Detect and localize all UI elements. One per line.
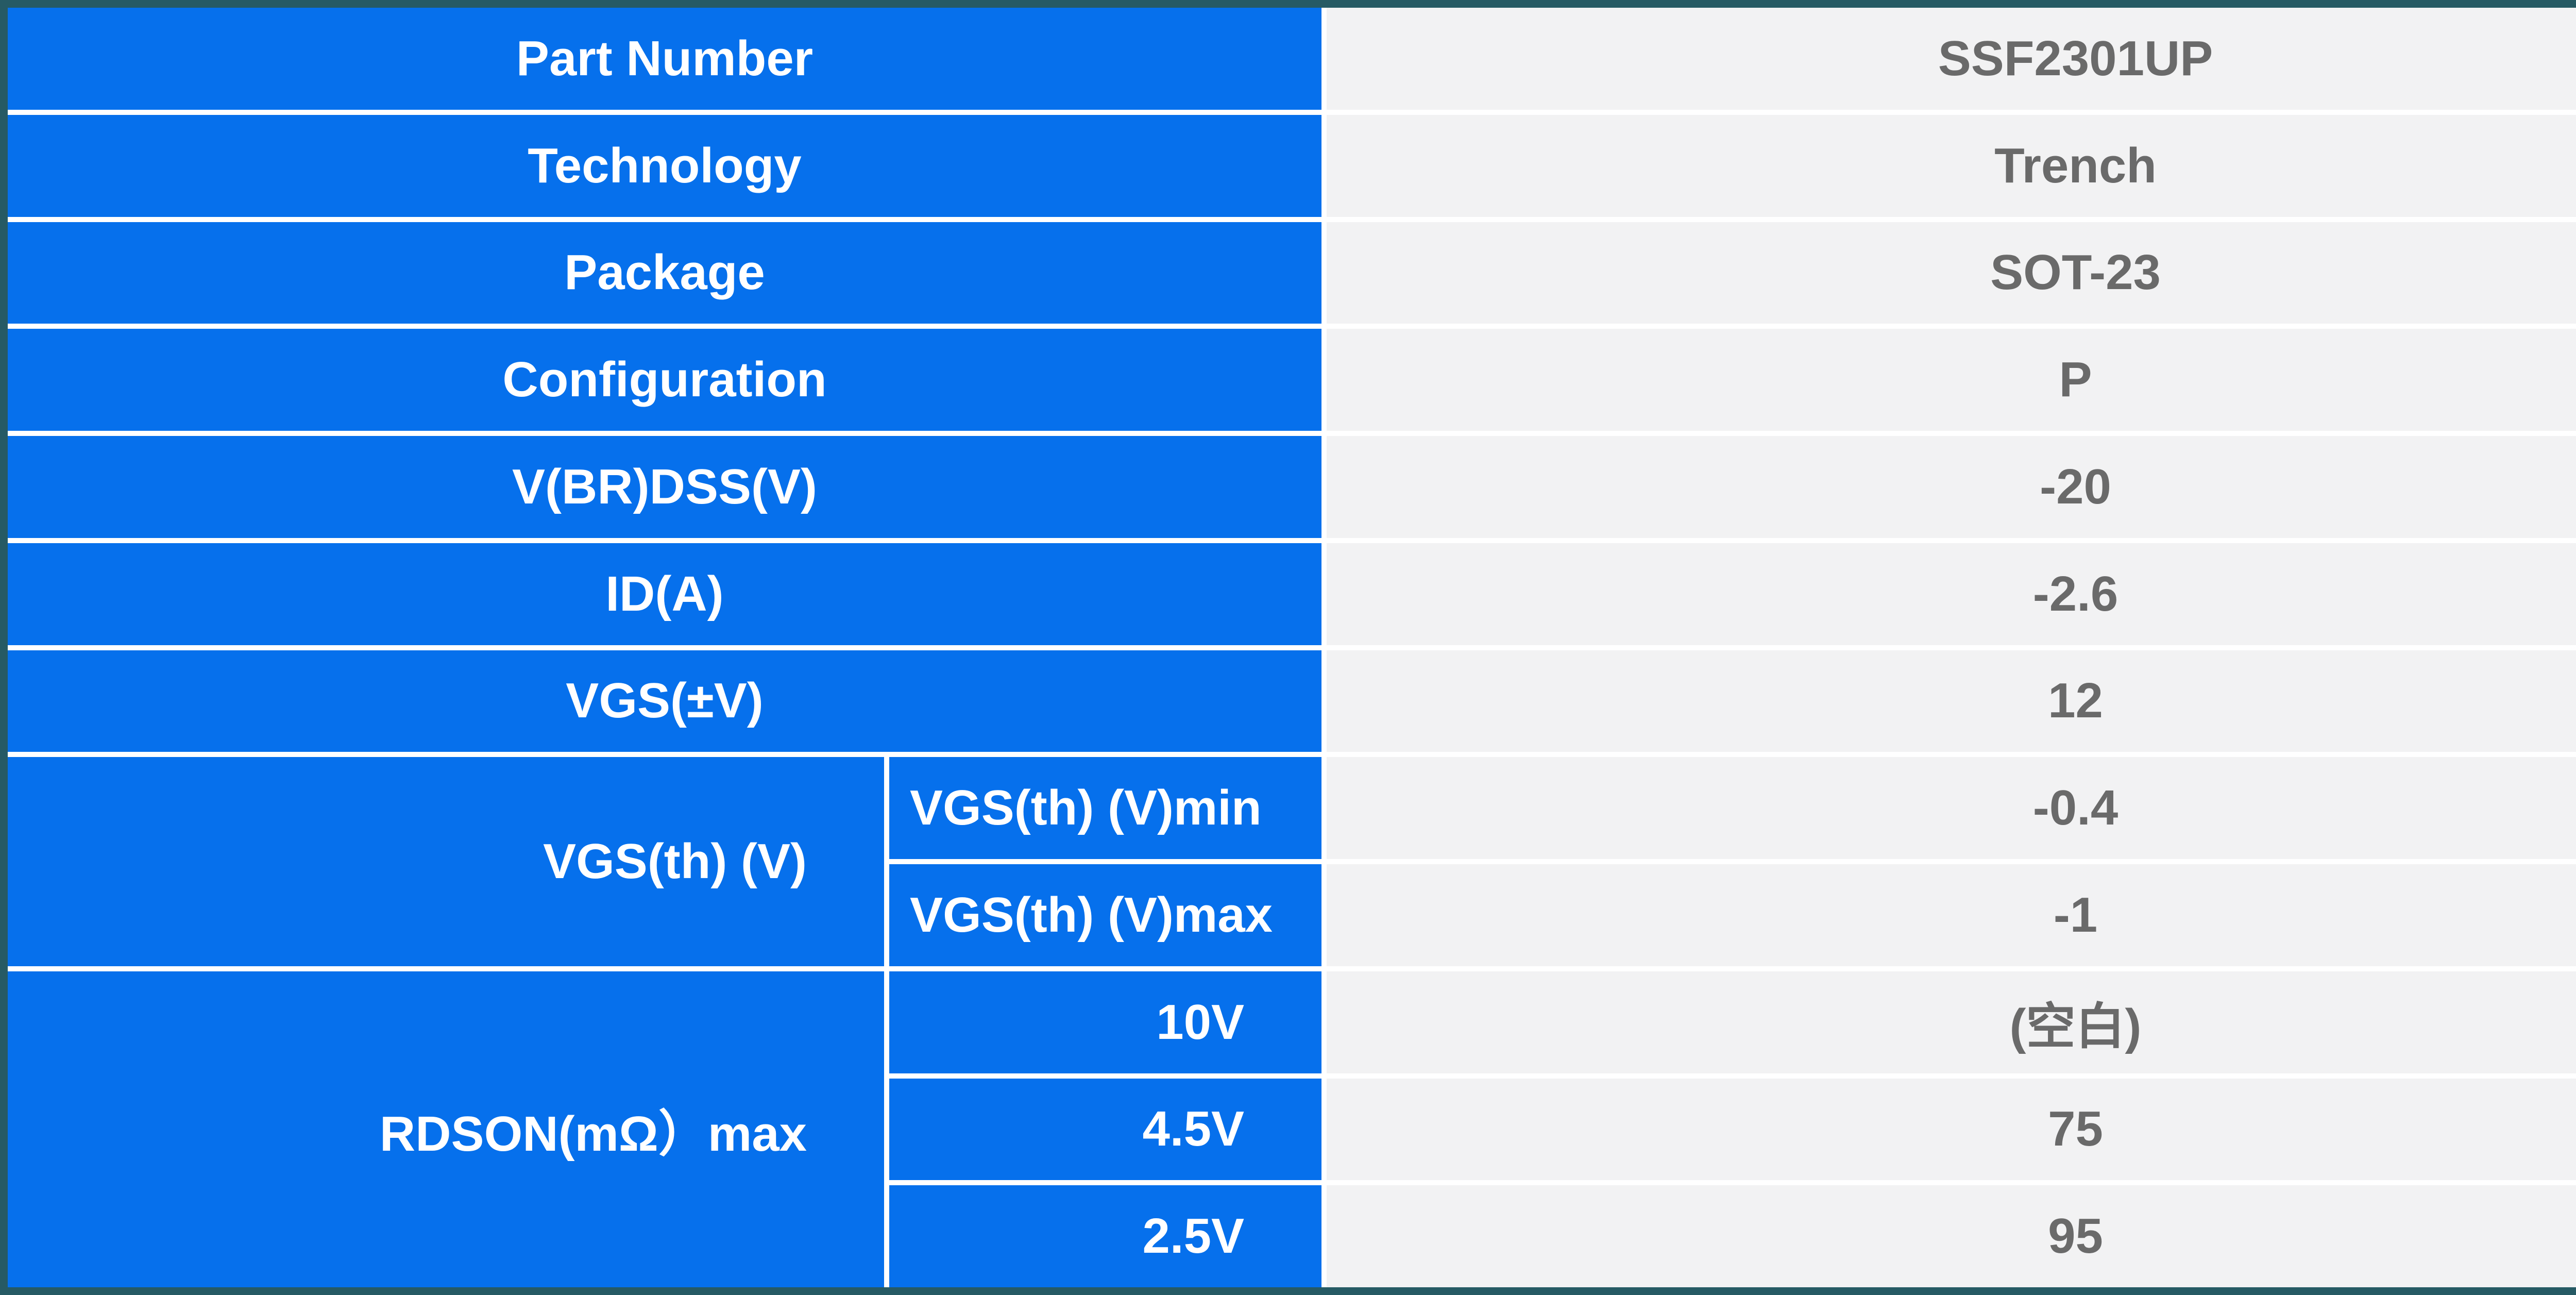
label-configuration: Configuration	[8, 329, 1321, 431]
value-rdson-2v5: 95	[1327, 1185, 2576, 1287]
value-configuration: P	[1327, 329, 2576, 431]
value-vbrdss: -20	[1327, 436, 2576, 538]
label-id: ID(A)	[8, 543, 1321, 645]
label-vgsth-group: VGS(th) (V)	[8, 757, 884, 966]
value-rdson-10v: (空白)	[1327, 971, 2576, 1073]
label-rdson-2v5: 2.5V	[889, 1185, 1321, 1287]
value-rdson-4v5: 75	[1327, 1078, 2576, 1181]
value-vgsth-max: -1	[1327, 864, 2576, 966]
label-technology: Technology	[8, 114, 1321, 217]
label-part-number: Part Number	[8, 8, 1321, 110]
value-technology: Trench	[1327, 114, 2576, 217]
label-rdson-group: RDSON(mΩ）max	[8, 971, 884, 1287]
label-vgsth-min: VGS(th) (V)min	[889, 757, 1321, 859]
value-vgsth-min: -0.4	[1327, 757, 2576, 859]
label-vgsth-max: VGS(th) (V)max	[889, 864, 1321, 966]
label-vgs: VGS(±V)	[8, 650, 1321, 752]
label-rdson-4v5: 4.5V	[889, 1078, 1321, 1181]
value-package: SOT-23	[1327, 222, 2576, 324]
label-package: Package	[8, 222, 1321, 324]
value-id: -2.6	[1327, 543, 2576, 645]
value-part-number: SSF2301UP	[1327, 8, 2576, 110]
label-vbrdss: V(BR)DSS(V)	[8, 436, 1321, 538]
value-vgs: 12	[1327, 650, 2576, 752]
label-rdson-10v: 10V	[889, 971, 1321, 1073]
